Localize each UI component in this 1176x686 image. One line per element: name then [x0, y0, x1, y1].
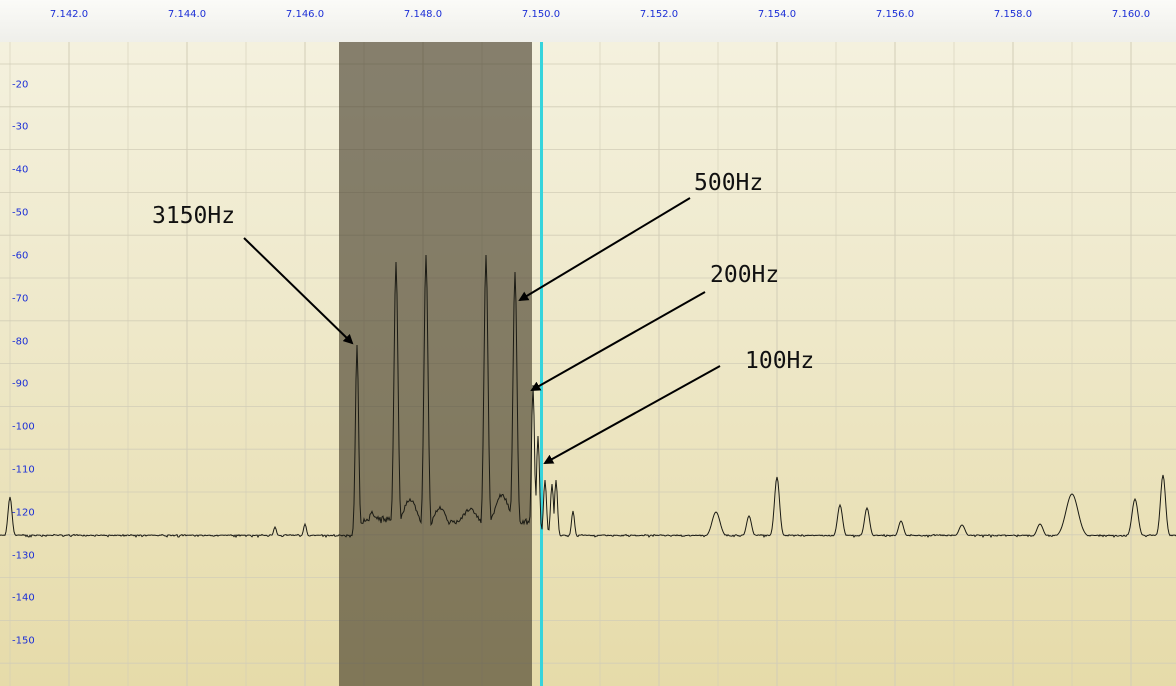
arrow-3150hz — [243, 237, 354, 345]
level-tick-label: -150 — [12, 635, 35, 647]
level-tick-label: -40 — [12, 164, 29, 176]
arrow-100hz — [543, 365, 721, 464]
level-tick-label: -60 — [12, 250, 29, 262]
level-tick-label: -140 — [12, 592, 35, 604]
frequency-tick-label: 7.148.0 — [403, 9, 443, 20]
arrow-200hz — [530, 291, 706, 391]
level-tick-label: -90 — [12, 378, 29, 390]
spectrum-trace — [0, 254, 1176, 539]
level-tick-label: -80 — [12, 336, 29, 348]
annotation-500hz: 500Hz — [694, 170, 764, 196]
frequency-tick-label: 7.154.0 — [757, 9, 797, 20]
level-tick-label: -120 — [12, 507, 35, 519]
frequency-tick-label: 7.152.0 — [639, 9, 679, 20]
level-tick-label: -130 — [12, 550, 35, 562]
annotation-200hz: 200Hz — [710, 262, 780, 288]
frequency-tick-label: 7.142.0 — [49, 9, 89, 20]
annotation-100hz: 100Hz — [745, 348, 815, 374]
frequency-tick-label: 7.158.0 — [993, 9, 1033, 20]
level-tick-label: -50 — [12, 207, 29, 219]
frequency-tick-label: 7.160.0 — [1111, 9, 1151, 20]
frequency-axis: 7.142.0 7.144.0 7.146.0 7.148.0 7.150.0 … — [0, 0, 1176, 42]
receiver-passband[interactable] — [339, 42, 532, 686]
frequency-tick-label: 7.146.0 — [285, 9, 325, 20]
frequency-tick-label: 7.144.0 — [167, 9, 207, 20]
frequency-tick-label: 7.156.0 — [875, 9, 915, 20]
level-tick-label: -20 — [12, 79, 29, 91]
level-tick-label: -70 — [12, 293, 29, 305]
arrow-500hz — [518, 197, 691, 302]
level-tick-label: -30 — [12, 121, 29, 133]
level-tick-label: -110 — [12, 464, 35, 476]
spectrum-display[interactable]: -20 -30 -40 -50 -60 -70 -80 -90 -100 -11… — [0, 42, 1176, 686]
level-tick-label: -100 — [12, 421, 35, 433]
tuning-cursor[interactable] — [540, 42, 543, 686]
frequency-tick-label: 7.150.0 — [521, 9, 561, 20]
annotation-3150hz: 3150Hz — [152, 203, 236, 229]
